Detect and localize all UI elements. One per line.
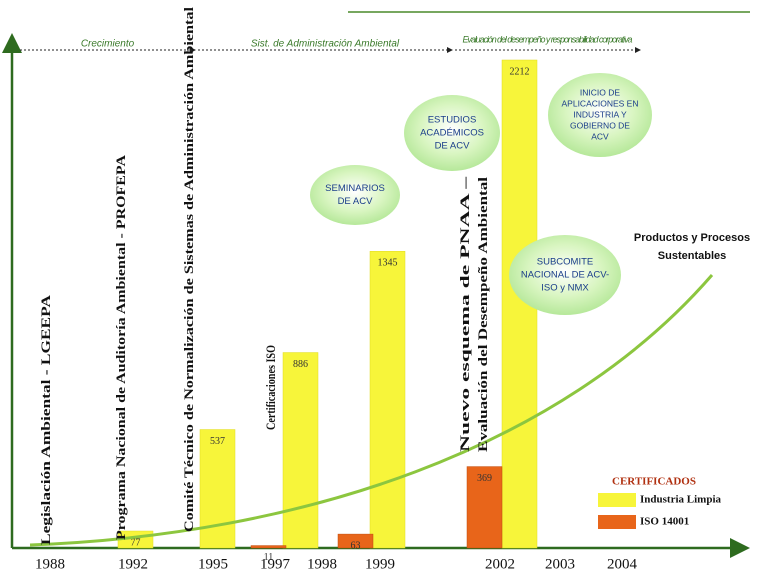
bubble-text: SEMINARIOS — [325, 183, 385, 194]
bubble — [404, 95, 500, 171]
value-label: 77 — [131, 537, 141, 548]
curve-label: Sustentables — [658, 250, 726, 262]
x-tick-label: 1997 — [260, 556, 291, 572]
milestone-label: Programa Nacional de Auditoría Ambiental… — [113, 154, 128, 540]
trend-curve — [29, 274, 714, 547]
x-tick-label: 2002 — [485, 556, 515, 572]
bubble-text: ACADÉMICOS — [420, 128, 484, 139]
x-tick-label: 1992 — [118, 556, 148, 572]
milestone-label: Legislación Ambiental - LGEEPA — [38, 294, 53, 545]
phase-label: Crecimiento — [81, 39, 135, 50]
milestone-label: Nuevo esquema de PNAA – — [457, 176, 472, 452]
bubble-text: ESTUDIOS — [428, 115, 477, 126]
value-label: 369 — [477, 473, 492, 484]
bubble-text: ACV — [591, 131, 609, 141]
bubble-text: GOBIERNO DE — [570, 120, 630, 130]
phase-label: Evaluación del desempeño y responsabilid… — [463, 34, 633, 44]
x-tick-label: 1999 — [365, 556, 395, 572]
bubble-text: DE ACV — [435, 141, 471, 152]
legend-swatch — [598, 493, 636, 507]
milestone-label: Comité Técnico de Normalización de Siste… — [181, 7, 196, 532]
value-label: 2212 — [510, 66, 530, 77]
milestone-label: Certificaciones ISO — [263, 345, 278, 430]
x-tick-label: 2003 — [545, 556, 575, 572]
bubble-text: DE ACV — [338, 196, 374, 207]
value-label: 886 — [293, 359, 308, 370]
bubble-text: SUBCOMITE — [537, 257, 593, 268]
value-label: 11 — [264, 552, 274, 563]
value-label: 63 — [351, 540, 361, 551]
bubble — [310, 165, 400, 225]
bubble — [509, 235, 621, 315]
bubble-text: APLICACIONES EN — [562, 98, 639, 108]
bubble-text: NACIONAL DE ACV- — [521, 270, 609, 281]
bar — [282, 352, 319, 549]
x-tick-label: 1995 — [198, 556, 228, 572]
legend-label: ISO 14001 — [640, 516, 689, 528]
legend-title: CERTIFICADOS — [612, 476, 696, 488]
bubble — [548, 73, 652, 157]
milestone-label: Evaluación del Desempeño Ambiental — [475, 177, 490, 452]
bar — [199, 429, 236, 549]
legend-label: Industria Limpia — [640, 494, 721, 506]
phase-label: Sist. de Administración Ambiental — [251, 39, 400, 50]
legend-swatch — [598, 515, 636, 529]
bubble-text: INICIO DE — [580, 87, 620, 97]
bar — [466, 466, 503, 549]
bar — [337, 533, 374, 549]
curve-label: Productos y Procesos — [634, 232, 750, 244]
bar — [250, 545, 287, 549]
x-tick-label: 1998 — [307, 556, 337, 572]
x-tick-label: 1988 — [35, 556, 65, 572]
x-tick-label: 2004 — [607, 556, 638, 572]
bubble-text: INDUSTRIA Y — [573, 109, 627, 119]
value-label: 1345 — [378, 258, 398, 269]
bubble-text: ISO y NMX — [541, 283, 589, 294]
bar — [369, 251, 406, 549]
value-label: 537 — [210, 436, 225, 447]
